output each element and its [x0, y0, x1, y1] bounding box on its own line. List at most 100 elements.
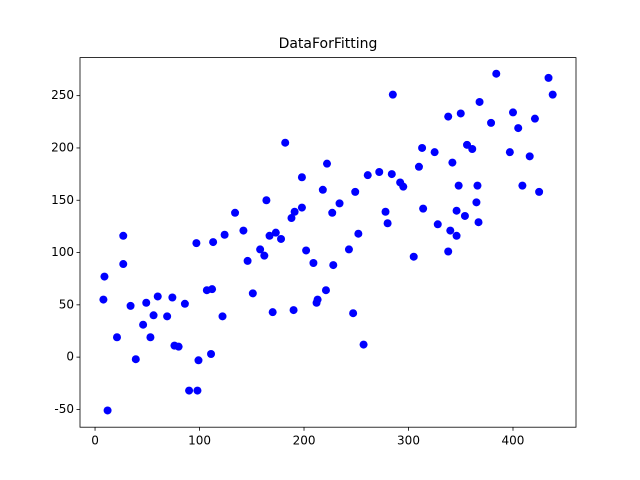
x-tick-label: 400 — [502, 434, 525, 448]
point — [163, 312, 172, 321]
point — [452, 206, 461, 215]
point — [265, 231, 274, 240]
axes-frame — [79, 57, 577, 428]
point — [209, 238, 218, 247]
point — [344, 245, 353, 254]
point — [290, 207, 299, 216]
y-tick-label: 250 — [51, 88, 74, 102]
point — [419, 204, 428, 213]
point — [168, 293, 177, 302]
point — [260, 251, 269, 260]
point — [289, 306, 298, 315]
point — [456, 109, 465, 118]
point — [174, 342, 183, 351]
point — [239, 226, 248, 235]
point — [544, 73, 553, 82]
x-tick-label: 0 — [91, 434, 99, 448]
point — [146, 333, 155, 342]
point — [231, 208, 240, 217]
point — [548, 90, 557, 99]
point — [354, 229, 363, 238]
point — [399, 182, 408, 191]
point — [530, 114, 539, 123]
point — [518, 181, 527, 190]
point — [430, 148, 439, 157]
point — [525, 152, 534, 161]
point — [194, 356, 203, 365]
point — [335, 199, 344, 208]
point — [381, 207, 390, 216]
point — [472, 198, 481, 207]
point — [448, 158, 457, 167]
point — [359, 340, 368, 349]
point — [452, 231, 461, 240]
point — [243, 256, 252, 265]
point — [297, 203, 306, 212]
point — [460, 211, 469, 220]
point — [139, 320, 148, 329]
y-tick-label: 200 — [51, 140, 74, 154]
x-tick-label: 100 — [188, 434, 211, 448]
point — [126, 301, 135, 310]
point — [99, 295, 108, 304]
point — [220, 230, 229, 239]
chart-title: DataForFitting — [279, 36, 378, 52]
point — [473, 181, 482, 190]
point — [262, 196, 271, 205]
point — [142, 298, 151, 307]
point — [100, 272, 109, 281]
point — [268, 308, 277, 317]
point — [383, 219, 392, 228]
point — [192, 239, 201, 248]
point — [328, 208, 337, 217]
point — [349, 309, 358, 318]
y-tick-label: -50 — [54, 402, 74, 416]
point — [149, 311, 158, 320]
point — [433, 220, 442, 229]
x-tick-label: 200 — [293, 434, 316, 448]
point — [418, 143, 427, 152]
point — [492, 69, 501, 78]
point — [375, 168, 384, 177]
point — [281, 138, 290, 147]
point — [180, 299, 189, 308]
point — [318, 185, 327, 194]
point — [313, 295, 322, 304]
point — [119, 231, 128, 240]
point — [153, 292, 162, 301]
point — [297, 173, 306, 182]
point — [193, 386, 202, 395]
x-tick-label: 300 — [397, 434, 420, 448]
point — [207, 349, 216, 358]
point — [256, 245, 265, 254]
point — [185, 386, 194, 395]
y-tick-label: 50 — [59, 297, 74, 311]
point — [444, 247, 453, 256]
point — [446, 226, 455, 235]
point — [131, 355, 140, 364]
point — [309, 259, 318, 268]
point — [508, 108, 517, 117]
y-tick-label: 0 — [66, 350, 74, 364]
point — [302, 246, 311, 255]
point — [277, 234, 286, 243]
point — [487, 118, 496, 127]
point — [329, 261, 338, 270]
point — [474, 218, 483, 227]
point — [119, 260, 128, 269]
point — [271, 228, 280, 237]
point — [218, 312, 227, 321]
y-tick-label: 100 — [51, 245, 74, 259]
point — [444, 112, 453, 121]
point — [535, 187, 544, 196]
point — [248, 289, 257, 298]
point — [387, 170, 396, 179]
point — [409, 252, 418, 261]
point — [414, 162, 423, 171]
point — [287, 214, 296, 223]
point — [505, 148, 514, 157]
point — [454, 181, 463, 190]
y-tick-label: 150 — [51, 193, 74, 207]
